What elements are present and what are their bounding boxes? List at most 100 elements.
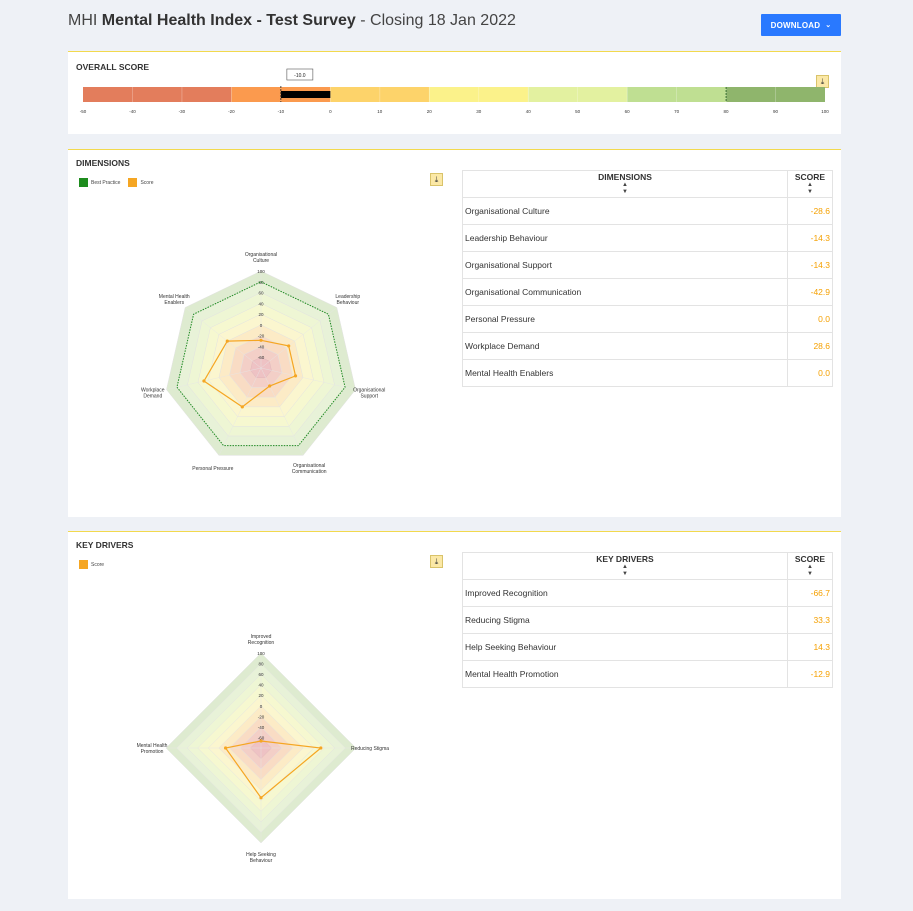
legend-label: Best Practice	[91, 179, 121, 186]
radar-category-label: Leadership	[335, 294, 360, 300]
download-icon[interactable]: ⤓	[430, 555, 443, 568]
tick-label: 40	[526, 109, 532, 114]
closing-date: - Closing 18 Jan 2022	[360, 12, 516, 29]
tick-label: 50	[575, 109, 581, 114]
chevron-down-icon: ⌄	[825, 22, 832, 29]
radar-category-label: Support	[360, 394, 378, 400]
radar-tick-label: -40	[258, 344, 265, 349]
radar-category-label: Mental Health	[137, 743, 168, 749]
row-name: Organisational Communication	[462, 278, 788, 306]
row-score: -66.7	[787, 579, 833, 607]
dimensions-title: DIMENSIONS	[76, 158, 130, 168]
radar-tick-label: 40	[258, 683, 264, 688]
radar-spoke	[260, 307, 337, 369]
radar-tick-label: 0	[260, 704, 263, 709]
row-name: Leadership Behaviour	[462, 224, 788, 252]
row-score: 0.0	[787, 359, 833, 387]
sort-icon[interactable]: ▲ ▼	[622, 182, 628, 195]
gauge-band	[726, 87, 825, 102]
radar-spoke	[166, 367, 262, 390]
score-point	[287, 344, 291, 348]
row-name: Organisational Support	[462, 251, 788, 279]
column-header-dimensions[interactable]: DIMENSIONS ▲ ▼	[462, 170, 788, 198]
gauge-band	[231, 87, 331, 102]
survey-title: Mental Health Index - Test Survey	[101, 12, 356, 29]
column-header-key-drivers[interactable]: KEY DRIVERS ▲ ▼	[462, 552, 788, 580]
gauge-band	[429, 87, 529, 102]
radar-category-label: Communication	[292, 469, 327, 475]
tick-label: -40	[129, 109, 136, 114]
table-row: Workplace Demand 28.6	[462, 332, 833, 360]
download-icon[interactable]: ⤓	[816, 75, 829, 88]
download-icon[interactable]: ⤓	[430, 173, 443, 186]
row-name: Mental Health Enablers	[462, 359, 788, 387]
score-point	[319, 746, 323, 750]
row-name: Mental Health Promotion	[462, 660, 788, 688]
radar-category-label: Enablers	[164, 300, 184, 306]
table-row: Organisational Culture -28.6	[462, 197, 833, 225]
tick-label: -20	[228, 109, 235, 114]
row-name: Workplace Demand	[462, 332, 788, 360]
score-tooltip-box	[286, 68, 314, 81]
tick-label: -10	[278, 109, 285, 114]
download-button[interactable]: DOWNLOAD ⌄	[761, 14, 841, 36]
radar-spoke	[218, 367, 262, 456]
gauge-band	[330, 87, 430, 102]
radar-spoke	[260, 367, 304, 456]
legend-swatch	[79, 178, 88, 187]
radar-category-label: Help Seeking	[246, 852, 276, 858]
radar-category-label: Mental Health	[159, 294, 190, 300]
radar-category-label: Reducing Stigma	[351, 746, 389, 752]
radar-tick-label: 100	[257, 651, 265, 656]
tick-label: 30	[476, 109, 482, 114]
radar-category-label: Organisational	[353, 388, 385, 394]
dimensions-card: DIMENSIONS Best Practice Score ⤓ 100 80 60…	[68, 149, 841, 517]
gauge-band	[528, 87, 628, 102]
row-name: Personal Pressure	[462, 305, 788, 333]
table-row: Reducing Stigma 33.3	[462, 606, 833, 634]
title-prefix: MHI	[68, 12, 98, 29]
tick-label: 10	[377, 109, 383, 114]
dimensions-table: DIMENSIONS ▲ ▼ SCORE ▲ ▼ Organisational Cult…	[462, 170, 833, 387]
row-name: Organisational Culture	[462, 197, 788, 225]
row-score: 33.3	[787, 606, 833, 634]
radar-tick-label: 100	[257, 269, 265, 274]
legend-score[interactable]: Score	[128, 178, 154, 187]
tick-label: 0	[329, 109, 332, 114]
radar-tick-label: -40	[258, 725, 265, 730]
legend-score[interactable]: Score	[79, 560, 104, 569]
score-point	[259, 796, 263, 800]
radar-tick-label: 80	[258, 662, 264, 667]
radar-category-label: Behaviour	[250, 858, 273, 864]
radar-category-label: Culture	[253, 258, 269, 264]
key-drivers-title: KEY DRIVERS	[76, 540, 134, 550]
table-row: Improved Recognition -66.7	[462, 579, 833, 607]
key-drivers-radar-chart: 100 80 60 40 20 0 -20 -40 -60 ImprovedRecognition…	[137, 634, 390, 864]
table-row: Help Seeking Behaviour 14.3	[462, 633, 833, 661]
score-point	[293, 374, 298, 378]
sort-icon[interactable]: ▲ ▼	[622, 564, 628, 577]
legend-swatch	[79, 560, 88, 569]
tick-label: -50	[80, 109, 87, 114]
radar-tick-label: -60	[258, 735, 265, 740]
sort-icon[interactable]: ▲ ▼	[807, 182, 813, 195]
sort-icon[interactable]: ▲ ▼	[807, 564, 813, 577]
row-name: Improved Recognition	[462, 579, 788, 607]
legend-best-practice[interactable]: Best Practice	[79, 178, 120, 187]
legend-swatch	[128, 178, 138, 187]
table-row: Leadership Behaviour -14.3	[462, 224, 833, 252]
score-point	[223, 746, 228, 750]
radar-tick-label: 40	[258, 301, 264, 306]
radar-category-label: Organisational	[293, 463, 325, 469]
column-header-score[interactable]: SCORE ▲ ▼	[787, 552, 833, 580]
column-header-score[interactable]: SCORE ▲ ▼	[787, 170, 833, 198]
radar-category-label: Improved	[251, 634, 272, 640]
tick-label: 90	[773, 109, 779, 114]
radar-category-label: Recognition	[248, 640, 275, 646]
radar-category-label: Organisational	[245, 252, 277, 258]
tick-label: 60	[625, 109, 631, 114]
score-point	[225, 339, 229, 343]
tick-label: 70	[674, 109, 680, 114]
radar-category-label: Workplace	[141, 388, 165, 394]
score-point	[240, 405, 244, 409]
